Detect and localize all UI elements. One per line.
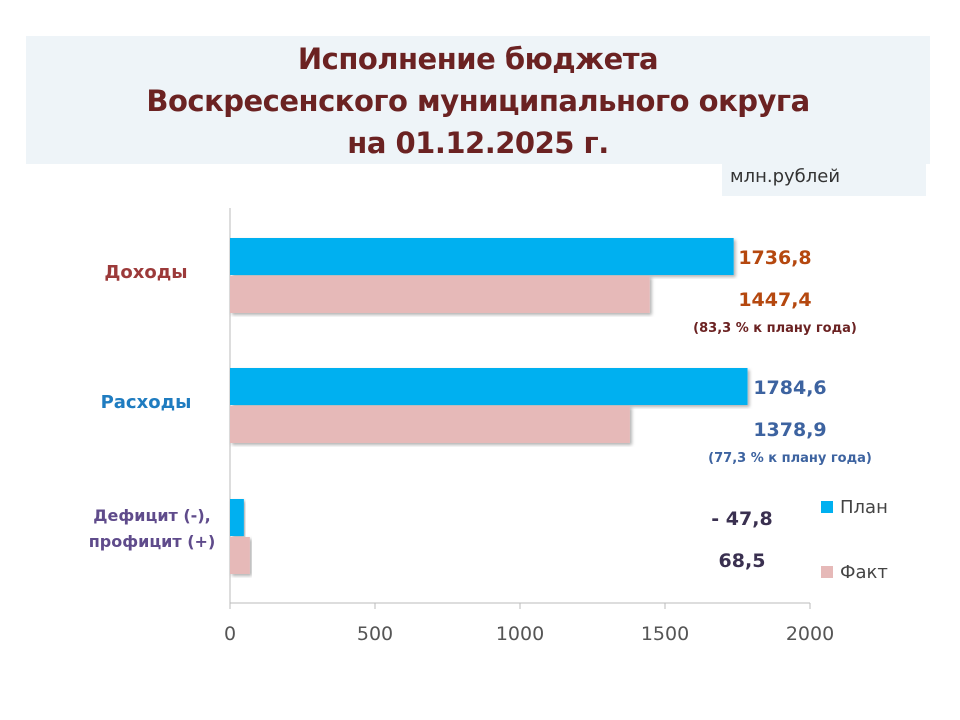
bar-fact bbox=[230, 276, 650, 313]
data-label-fact: 1447,4 bbox=[738, 289, 811, 311]
legend-label: Факт bbox=[840, 562, 888, 583]
bar-plan bbox=[230, 238, 734, 275]
bar-plan bbox=[230, 368, 748, 405]
title-line: Исполнение бюджета bbox=[297, 42, 659, 76]
category-label: Расходы bbox=[101, 392, 192, 413]
data-label-note: (77,3 % к плану года) bbox=[708, 451, 872, 466]
title-line: на 01.12.2025 г. bbox=[347, 126, 609, 160]
bar-plan bbox=[230, 499, 244, 536]
unit-background bbox=[722, 162, 926, 196]
data-label-fact: 68,5 bbox=[719, 550, 766, 572]
category-label: Доходы bbox=[104, 262, 187, 283]
data-label-plan: 1736,8 bbox=[738, 247, 811, 269]
data-label-plan: 1784,6 bbox=[753, 377, 826, 399]
legend-swatch-fact bbox=[821, 566, 833, 578]
x-tick-label: 1500 bbox=[641, 623, 689, 645]
title-background bbox=[26, 36, 930, 164]
unit-label: млн.рублей bbox=[730, 166, 841, 187]
x-tick-label: 2000 bbox=[786, 623, 834, 645]
data-label-fact: 1378,9 bbox=[753, 419, 826, 441]
legend-label: План bbox=[840, 497, 888, 518]
data-label-note: (83,3 % к плану года) bbox=[693, 321, 857, 336]
x-tick-label: 1000 bbox=[496, 623, 544, 645]
legend-swatch-plan bbox=[821, 501, 833, 513]
bar-fact bbox=[230, 406, 630, 443]
x-tick-label: 0 bbox=[224, 623, 236, 645]
chart-title: Исполнение бюджета Воскресенского муници… bbox=[26, 38, 930, 164]
bar-fact bbox=[230, 537, 250, 574]
category-label: профицит (+) bbox=[89, 532, 216, 551]
category-label: Дефицит (-), bbox=[93, 506, 210, 525]
x-tick-label: 500 bbox=[357, 623, 393, 645]
data-label-plan: - 47,8 bbox=[711, 508, 772, 530]
title-line: Воскресенского муниципального округа bbox=[146, 84, 810, 118]
